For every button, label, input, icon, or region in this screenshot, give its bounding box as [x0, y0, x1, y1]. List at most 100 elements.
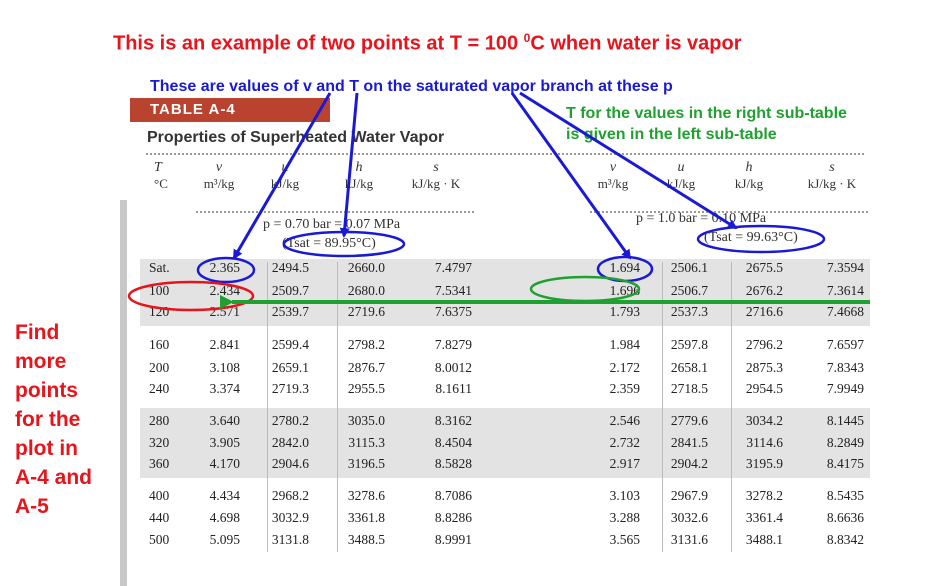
- col-header-T: T °C: [154, 160, 168, 192]
- table-cell-T: 320: [149, 435, 170, 450]
- header-unit: kJ/kg · K: [411, 176, 461, 191]
- header-unit: m³/kg: [203, 176, 235, 191]
- side-note-line: Find: [15, 321, 60, 344]
- table-cell-T: 440: [149, 510, 170, 525]
- table-cell-h1: 3488.5: [347, 532, 385, 547]
- table-cell-u2: 2506.7: [670, 283, 708, 298]
- table-cell-h2: 2796.2: [745, 337, 783, 352]
- table-cell-v2: 2.732: [609, 435, 640, 450]
- header-unit: kJ/kg: [666, 176, 696, 191]
- table-cell-h2: 3195.9: [745, 456, 783, 471]
- table-cell-s1: 8.7086: [434, 488, 472, 503]
- column-separator: [267, 262, 268, 552]
- table-cell-h1: 2719.6: [347, 304, 385, 319]
- header-unit: °C: [154, 176, 168, 191]
- table-cell-s1: 8.9991: [434, 532, 472, 547]
- left-pressure-label: p = 0.70 bar = 0.07 MPa: [263, 217, 401, 232]
- table-cell-u1: 2659.1: [271, 360, 309, 375]
- table-cell-u1: 2968.2: [271, 488, 309, 503]
- column-separator: [662, 262, 663, 552]
- table-cell-v1: 5.095: [209, 532, 240, 547]
- annotation-title-main: This is an example of two points at T = …: [113, 32, 524, 55]
- blue-ellipse-tsat-left: [282, 230, 406, 258]
- table-cell-h2: 2875.3: [745, 360, 783, 375]
- table-cell-s1: 8.8286: [434, 510, 472, 525]
- header-symbol: s: [433, 160, 439, 175]
- table-cell-h2: 2676.2: [745, 283, 783, 298]
- table-cell-v2: 3.103: [609, 488, 640, 503]
- table-cell-s2: 8.2849: [826, 435, 864, 450]
- table-cell-v2: 1.694: [609, 260, 640, 275]
- col-header-u-right: u kJ/kg: [658, 160, 704, 192]
- table-cell-h1: 3278.6: [347, 488, 385, 503]
- table-cell-u1: 2494.5: [271, 260, 309, 275]
- left-tsat-label: (Tsat = 89.95°C): [282, 236, 376, 251]
- table-cell-s1: 8.4504: [434, 435, 472, 450]
- table-cell-v1: 3.108: [209, 360, 240, 375]
- table-cell-u2: 2537.3: [670, 304, 708, 319]
- table-cell-h1: 2876.7: [347, 360, 385, 375]
- header-unit: kJ/kg: [344, 176, 374, 191]
- green-ellipse-right100: [529, 275, 641, 303]
- table-cell-v1: 2.841: [209, 337, 240, 352]
- table-cell-h2: 3114.6: [746, 435, 783, 450]
- table-cell-u2: 3032.6: [670, 510, 708, 525]
- table-cell-h2: 2954.5: [745, 381, 783, 396]
- table-cell-v2: 1.793: [609, 304, 640, 319]
- table-cell-s2: 7.4668: [826, 304, 864, 319]
- divider: [146, 153, 864, 155]
- col-header-h-left: h kJ/kg: [336, 160, 382, 192]
- annotation-blue-note: These are values of v and T on the satur…: [150, 78, 673, 95]
- table-cell-u1: 2904.6: [271, 456, 309, 471]
- col-header-s-right: s kJ/kg · K: [794, 160, 870, 192]
- column-separator: [731, 262, 732, 552]
- header-symbol: u: [677, 160, 685, 175]
- table-cell-u2: 2718.5: [670, 381, 708, 396]
- table-cell-u2: 2841.5: [670, 435, 708, 450]
- table-cell-v1: 4.698: [209, 510, 240, 525]
- side-note-line: A-4 and: [15, 466, 93, 489]
- table-cell-u1: 2539.7: [271, 304, 309, 319]
- table-cell-v1: 2.365: [209, 260, 240, 275]
- header-symbol: s: [829, 160, 835, 175]
- header-symbol: h: [355, 160, 363, 175]
- table-cell-v1: 4.170: [209, 456, 240, 471]
- col-header-h-right: h kJ/kg: [726, 160, 772, 192]
- col-header-s-left: s kJ/kg · K: [398, 160, 474, 192]
- table-cell-T: 400: [149, 488, 170, 503]
- table-cell-u2: 2597.8: [670, 337, 708, 352]
- header-symbol: v: [609, 160, 617, 175]
- table-cell-u2: 3131.6: [670, 532, 708, 547]
- table-cell-u2: 2967.9: [670, 488, 708, 503]
- header-unit: kJ/kg · K: [807, 176, 857, 191]
- table-cell-v2: 1.984: [609, 337, 640, 352]
- table-cell-v2: 2.172: [609, 360, 640, 375]
- table-cell-T: 100: [149, 283, 170, 298]
- table-badge: TABLE A-4: [130, 98, 330, 122]
- annotation-title-sup: 0: [523, 31, 531, 45]
- header-unit: m³/kg: [597, 176, 629, 191]
- divider: [590, 211, 868, 213]
- column-separator: [337, 262, 338, 552]
- table-cell-u1: 2842.0: [271, 435, 309, 450]
- header-symbol: h: [745, 160, 753, 175]
- table-cell-h2: 3361.4: [745, 510, 783, 525]
- blue-ellipse-tsat-right: [696, 224, 826, 254]
- table-cell-s2: 8.4175: [826, 456, 864, 471]
- page-edge: [120, 200, 127, 586]
- table-cell-u1: 2509.7: [271, 283, 309, 298]
- table-cell-v2: 2.917: [609, 456, 640, 471]
- table-cell-v1: 3.905: [209, 435, 240, 450]
- table-cell-T: Sat.: [149, 260, 170, 275]
- table-cell-s2: 8.1445: [826, 413, 864, 428]
- table-cell-s2: 8.6636: [826, 510, 864, 525]
- header-symbol: v: [215, 160, 223, 175]
- table-cell-h2: 3488.1: [745, 532, 783, 547]
- table-cell-v1: 4.434: [209, 488, 240, 503]
- table-cell-T: 160: [149, 337, 170, 352]
- table-cell-h2: 3034.2: [745, 413, 783, 428]
- side-note-line: plot in: [15, 437, 78, 460]
- table-cell-h1: 2660.0: [347, 260, 385, 275]
- table-cell-s2: 7.3614: [826, 283, 864, 298]
